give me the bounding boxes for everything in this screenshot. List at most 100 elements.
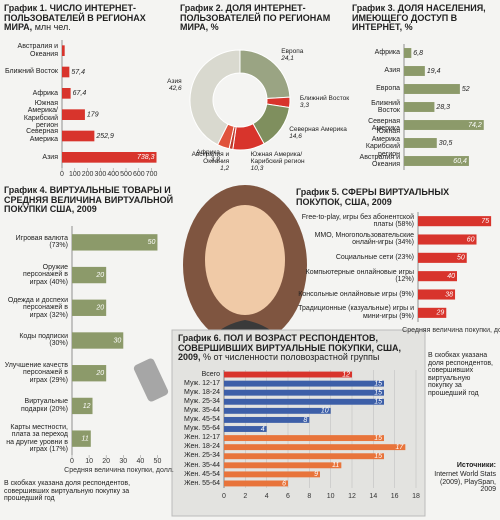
value-label: 38 <box>445 291 453 298</box>
x-axis-label: Средняя величина покупки, долл. <box>402 327 500 334</box>
category-label: Австралия и Океания <box>17 43 58 58</box>
chart-title: График 4. ВИРТУАЛЬНЫЕ ТОВАРЫ И СРЕДНЯЯ В… <box>4 185 174 215</box>
slice-value: 3,3 <box>299 101 309 109</box>
x-tick-label: 700 <box>146 171 158 178</box>
value-label: 30 <box>113 337 121 344</box>
title-text: График 5. СФЕРЫ ВИРТУАЛЬНЫХ ПОКУПОК, США… <box>296 187 450 207</box>
category-label: Ближний Восток <box>5 68 58 76</box>
slice-name: Азия <box>167 78 182 86</box>
category-label: Free-to-play, игры без абонентской платы… <box>301 213 414 229</box>
bar <box>404 156 469 166</box>
x-tick-label: 400 <box>107 171 119 178</box>
value-label: 15 <box>374 390 382 397</box>
x-tick-label: 6 <box>286 493 290 500</box>
x-tick-label: 14 <box>369 493 377 500</box>
category-label: Всего <box>201 370 220 378</box>
value-label: 11 <box>332 462 339 469</box>
value-label: 40 <box>447 273 455 280</box>
chart-title: График 3. ДОЛЯ НАСЕЛЕНИЯ, ИМЕЮЩЕГО ДОСТУ… <box>352 3 497 33</box>
bar <box>224 426 267 432</box>
bar <box>404 120 484 130</box>
category-label: Коды подписки (30%) <box>19 332 68 348</box>
slice-value: 1,2 <box>220 165 230 172</box>
subtitle: % от численности половозрастной группы <box>203 352 380 362</box>
bar <box>224 480 288 487</box>
category-label: Африка <box>32 89 58 97</box>
x-tick-label: 4 <box>265 493 269 500</box>
bar <box>418 289 456 300</box>
bar <box>72 430 91 447</box>
category-label: Одежда и доспехи персонажей в играх (32%… <box>7 296 68 319</box>
category-label: MMO, Многопользовательские онлайн-игры (… <box>314 231 414 247</box>
value-label: 60 <box>467 236 475 243</box>
category-label: Южная Америка/ Карибский регион <box>23 99 58 130</box>
slice-label: Южная Америка/ Карибский регион 10,3 <box>251 151 313 172</box>
note: В скобках указана доля респондентов, сов… <box>4 480 131 502</box>
category-label: Жен. 12-17 <box>184 434 220 442</box>
value-label: 12 <box>83 403 91 410</box>
chart-title: График 5. СФЕРЫ ВИРТУАЛЬНЫХ ПОКУПОК, США… <box>296 187 496 207</box>
value-label: 74,2 <box>468 122 482 129</box>
x-tick-label: 0 <box>70 458 74 465</box>
category-label: Жен. 35-44 <box>184 461 220 469</box>
chart-title: График 2. ДОЛЯ ИНТЕРНЕТ-ПОЛЬЗОВАТЕЛЕЙ ПО… <box>180 3 345 33</box>
category-label: Жен. 25-34 <box>184 452 220 460</box>
x-tick-label: 10 <box>327 493 335 500</box>
value-label: 30,5 <box>439 140 453 147</box>
category-label: Муж. 25-34 <box>184 398 220 405</box>
bar <box>224 462 342 469</box>
bar <box>418 271 457 282</box>
value-label: 20 <box>95 370 104 377</box>
value-label: 12 <box>342 371 350 378</box>
bar <box>72 266 107 284</box>
category-label: Оружие персонажей в играх (40%) <box>23 263 68 286</box>
x-tick-label: 0 <box>60 171 64 178</box>
x-tick-label: 300 <box>95 171 107 178</box>
category-label: Компьютерные онлайновые игры (12%) <box>305 268 414 284</box>
x-tick-label: 2 <box>243 493 247 500</box>
value-label: 15 <box>374 435 382 442</box>
category-label: Традиционные (казуальные) игры и мини-иг… <box>298 305 414 320</box>
category-label: Австралия и Океания <box>359 153 400 169</box>
x-tick-label: 0 <box>222 493 226 500</box>
bar <box>404 84 460 94</box>
bar <box>224 444 406 451</box>
value-label: 19,4 <box>427 68 441 75</box>
slice-value: 3,9 <box>210 155 220 163</box>
value-label: 28,3 <box>435 104 450 111</box>
category-label: Северная Америка <box>368 117 400 133</box>
value-label: 75 <box>481 218 489 225</box>
bar <box>62 66 70 78</box>
value-label: 179 <box>87 112 99 119</box>
category-label: Жен. 45-54 <box>184 470 220 478</box>
bar <box>62 130 95 142</box>
title-text: График 2. ДОЛЯ ИНТЕРНЕТ-ПОЛЬЗОВАТЕЛЕЙ ПО… <box>180 3 331 32</box>
value-label: 6,8 <box>413 50 423 57</box>
sources-text: Internet World Stats (2009), PlaySpan, 2… <box>434 471 496 493</box>
bar <box>62 45 65 56</box>
value-label: 15 <box>374 380 382 387</box>
value-label: 20 <box>95 305 104 312</box>
bar <box>72 365 107 382</box>
title-text: График 6. ПОЛ И ВОЗРАСТ РЕСПОНДЕНТОВ, СО… <box>178 333 402 362</box>
category-label: Азия <box>384 67 400 75</box>
category-label: Муж. 35-44 <box>184 407 220 415</box>
slice-label: Азия 42,6 <box>120 78 182 93</box>
bar <box>224 380 384 387</box>
bar <box>404 138 437 148</box>
bar <box>224 453 384 460</box>
category-label: Южная Америка Карибский регион <box>365 128 400 158</box>
x-tick-label: 100 <box>69 171 81 178</box>
bar <box>62 152 157 163</box>
slice-value: 42,6 <box>168 85 182 93</box>
x-tick-label: 16 <box>391 493 399 500</box>
bar <box>72 397 93 415</box>
x-tick-label: 40 <box>136 458 144 465</box>
value-label: 15 <box>374 453 382 460</box>
title-text: График 1. ЧИСЛО ИНТЕРНЕТ-ПОЛЬЗОВАТЕЛЕЙ В… <box>4 3 146 32</box>
value-label: 20 <box>95 272 104 279</box>
category-label: Игровая валюта (73%) <box>15 234 68 250</box>
category-label: Виртуальные подарки (20%) <box>21 398 68 413</box>
slice-name: Северная Америка <box>289 126 347 134</box>
